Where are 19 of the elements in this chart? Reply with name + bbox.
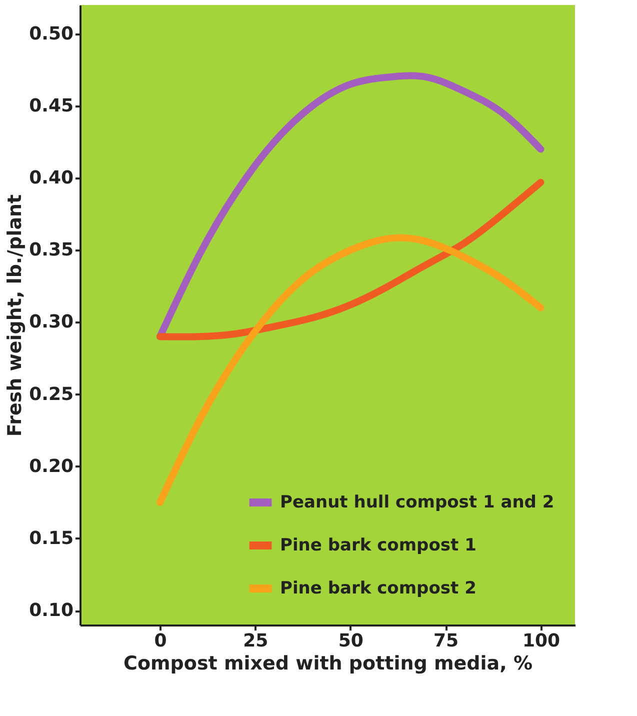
y-tick-label: 0.30 [29,312,74,333]
y-tick-label: 0.45 [29,95,74,116]
legend-label: Pine bark compost 2 [280,578,476,598]
y-tick-label: 0.35 [29,240,74,261]
legend-label: Peanut hull compost 1 and 2 [280,492,554,512]
y-tick-label: 0.25 [29,384,74,405]
x-tick-label: 75 [434,630,459,652]
x-axis-title: Compost mixed with potting media, % [124,652,532,674]
y-tick-label: 0.10 [29,600,74,622]
legend-label: Pine bark compost 1 [280,536,476,556]
y-tick-label: 0.15 [29,528,74,549]
x-tick-label: 0 [154,630,167,652]
y-tick-label: 0.40 [29,168,74,189]
x-tick-label: 50 [338,630,364,652]
y-axis-title: Fresh weight, lb./plant [4,194,26,437]
x-tick-label: 25 [243,630,268,652]
y-tick-label: 0.50 [29,23,74,44]
y-tick-label: 0.20 [29,456,74,477]
x-tick-label: 100 [522,630,560,652]
